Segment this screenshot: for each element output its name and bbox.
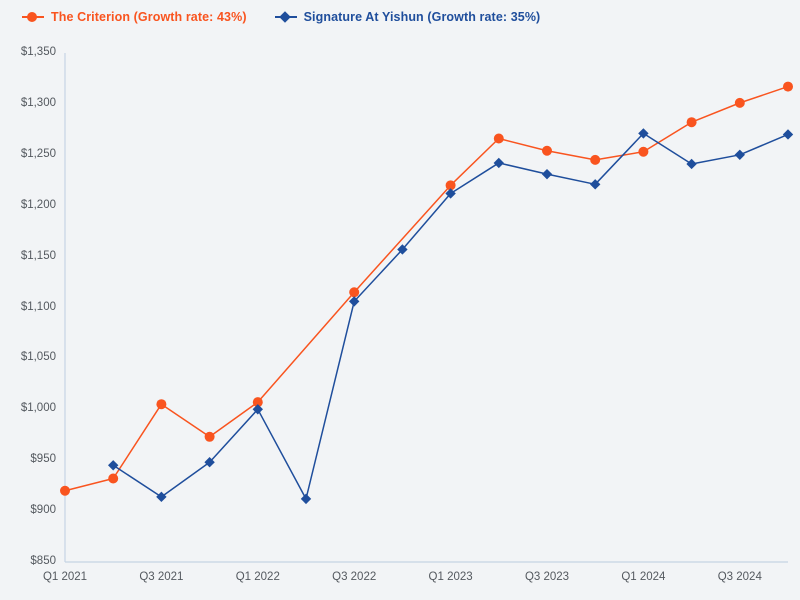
legend-item-1[interactable]: Signature At Yishun (Growth rate: 35%) bbox=[274, 10, 541, 24]
y-tick-label: $1,050 bbox=[20, 351, 56, 364]
x-tick-label: Q3 2021 bbox=[139, 571, 184, 583]
series-line-0 bbox=[64, 85, 789, 492]
x-tick-label: Q3 2024 bbox=[717, 571, 762, 583]
legend-label-1: Signature At Yishun (Growth rate: 35%) bbox=[303, 10, 541, 24]
y-tick-label: $1,150 bbox=[20, 249, 56, 262]
chart-legend: The Criterion (Growth rate: 43%) Signatu… bbox=[0, 0, 800, 34]
data-point[interactable] bbox=[252, 404, 263, 415]
x-tick-label: Q1 2021 bbox=[42, 571, 88, 583]
y-tick-label: $1,300 bbox=[20, 96, 56, 109]
data-point[interactable] bbox=[108, 460, 119, 471]
chart-plot-area: $850 $900 $950 $1,000 $1,050 $1,100 $1,150 $1,2… bbox=[0, 34, 800, 600]
data-point[interactable] bbox=[349, 296, 360, 307]
data-point[interactable] bbox=[734, 149, 745, 160]
data-point[interactable] bbox=[397, 244, 408, 255]
data-point[interactable] bbox=[734, 97, 745, 108]
data-point[interactable] bbox=[108, 473, 119, 484]
data-point[interactable] bbox=[541, 168, 553, 180]
data-point[interactable] bbox=[252, 397, 263, 408]
data-point[interactable] bbox=[686, 158, 697, 170]
data-point[interactable] bbox=[638, 146, 649, 157]
data-point[interactable] bbox=[590, 154, 601, 165]
chart-axes bbox=[64, 53, 788, 563]
x-tick-label: Q1 2023 bbox=[428, 571, 473, 583]
y-tick-label: $1,250 bbox=[20, 147, 56, 160]
data-point[interactable] bbox=[638, 128, 649, 139]
data-point[interactable] bbox=[349, 287, 360, 298]
y-tick-label: $900 bbox=[30, 504, 56, 517]
legend-dot-0 bbox=[27, 12, 37, 22]
data-point[interactable] bbox=[445, 188, 456, 199]
y-tick-label: $950 bbox=[30, 453, 56, 466]
data-point[interactable] bbox=[156, 491, 167, 503]
series-1 bbox=[108, 128, 794, 505]
data-point[interactable] bbox=[493, 133, 504, 144]
data-point[interactable] bbox=[445, 180, 456, 191]
y-tick-label: $1,350 bbox=[20, 46, 56, 58]
legend-dot-1 bbox=[278, 11, 291, 23]
x-tick-label: Q3 2022 bbox=[332, 571, 377, 583]
x-tick-label: Q1 2024 bbox=[621, 571, 666, 583]
data-point[interactable] bbox=[300, 493, 312, 505]
y-tick-label: $1,100 bbox=[20, 300, 56, 313]
legend-marker-circle-icon bbox=[22, 11, 44, 23]
line-chart-svg bbox=[60, 53, 794, 563]
data-point[interactable] bbox=[542, 145, 552, 156]
data-point[interactable] bbox=[590, 179, 601, 190]
data-point[interactable] bbox=[686, 117, 697, 128]
legend-label-0: The Criterion (Growth rate: 43%) bbox=[51, 10, 247, 24]
y-tick-label: $850 bbox=[30, 555, 56, 567]
x-tick-label: Q3 2023 bbox=[524, 571, 570, 583]
legend-item-0[interactable]: The Criterion (Growth rate: 43%) bbox=[22, 10, 247, 24]
y-tick-label: $1,000 bbox=[20, 402, 56, 415]
data-point[interactable] bbox=[204, 431, 215, 442]
data-point[interactable] bbox=[783, 81, 793, 92]
data-point[interactable] bbox=[204, 457, 215, 468]
data-point[interactable] bbox=[156, 399, 167, 410]
data-point[interactable] bbox=[493, 157, 504, 169]
y-tick-label: $1,200 bbox=[20, 198, 56, 211]
legend-marker-diamond-icon bbox=[274, 11, 297, 23]
data-point[interactable] bbox=[782, 129, 794, 140]
series-0 bbox=[60, 81, 793, 496]
x-tick-label: Q1 2022 bbox=[235, 571, 280, 583]
data-point[interactable] bbox=[60, 485, 70, 496]
